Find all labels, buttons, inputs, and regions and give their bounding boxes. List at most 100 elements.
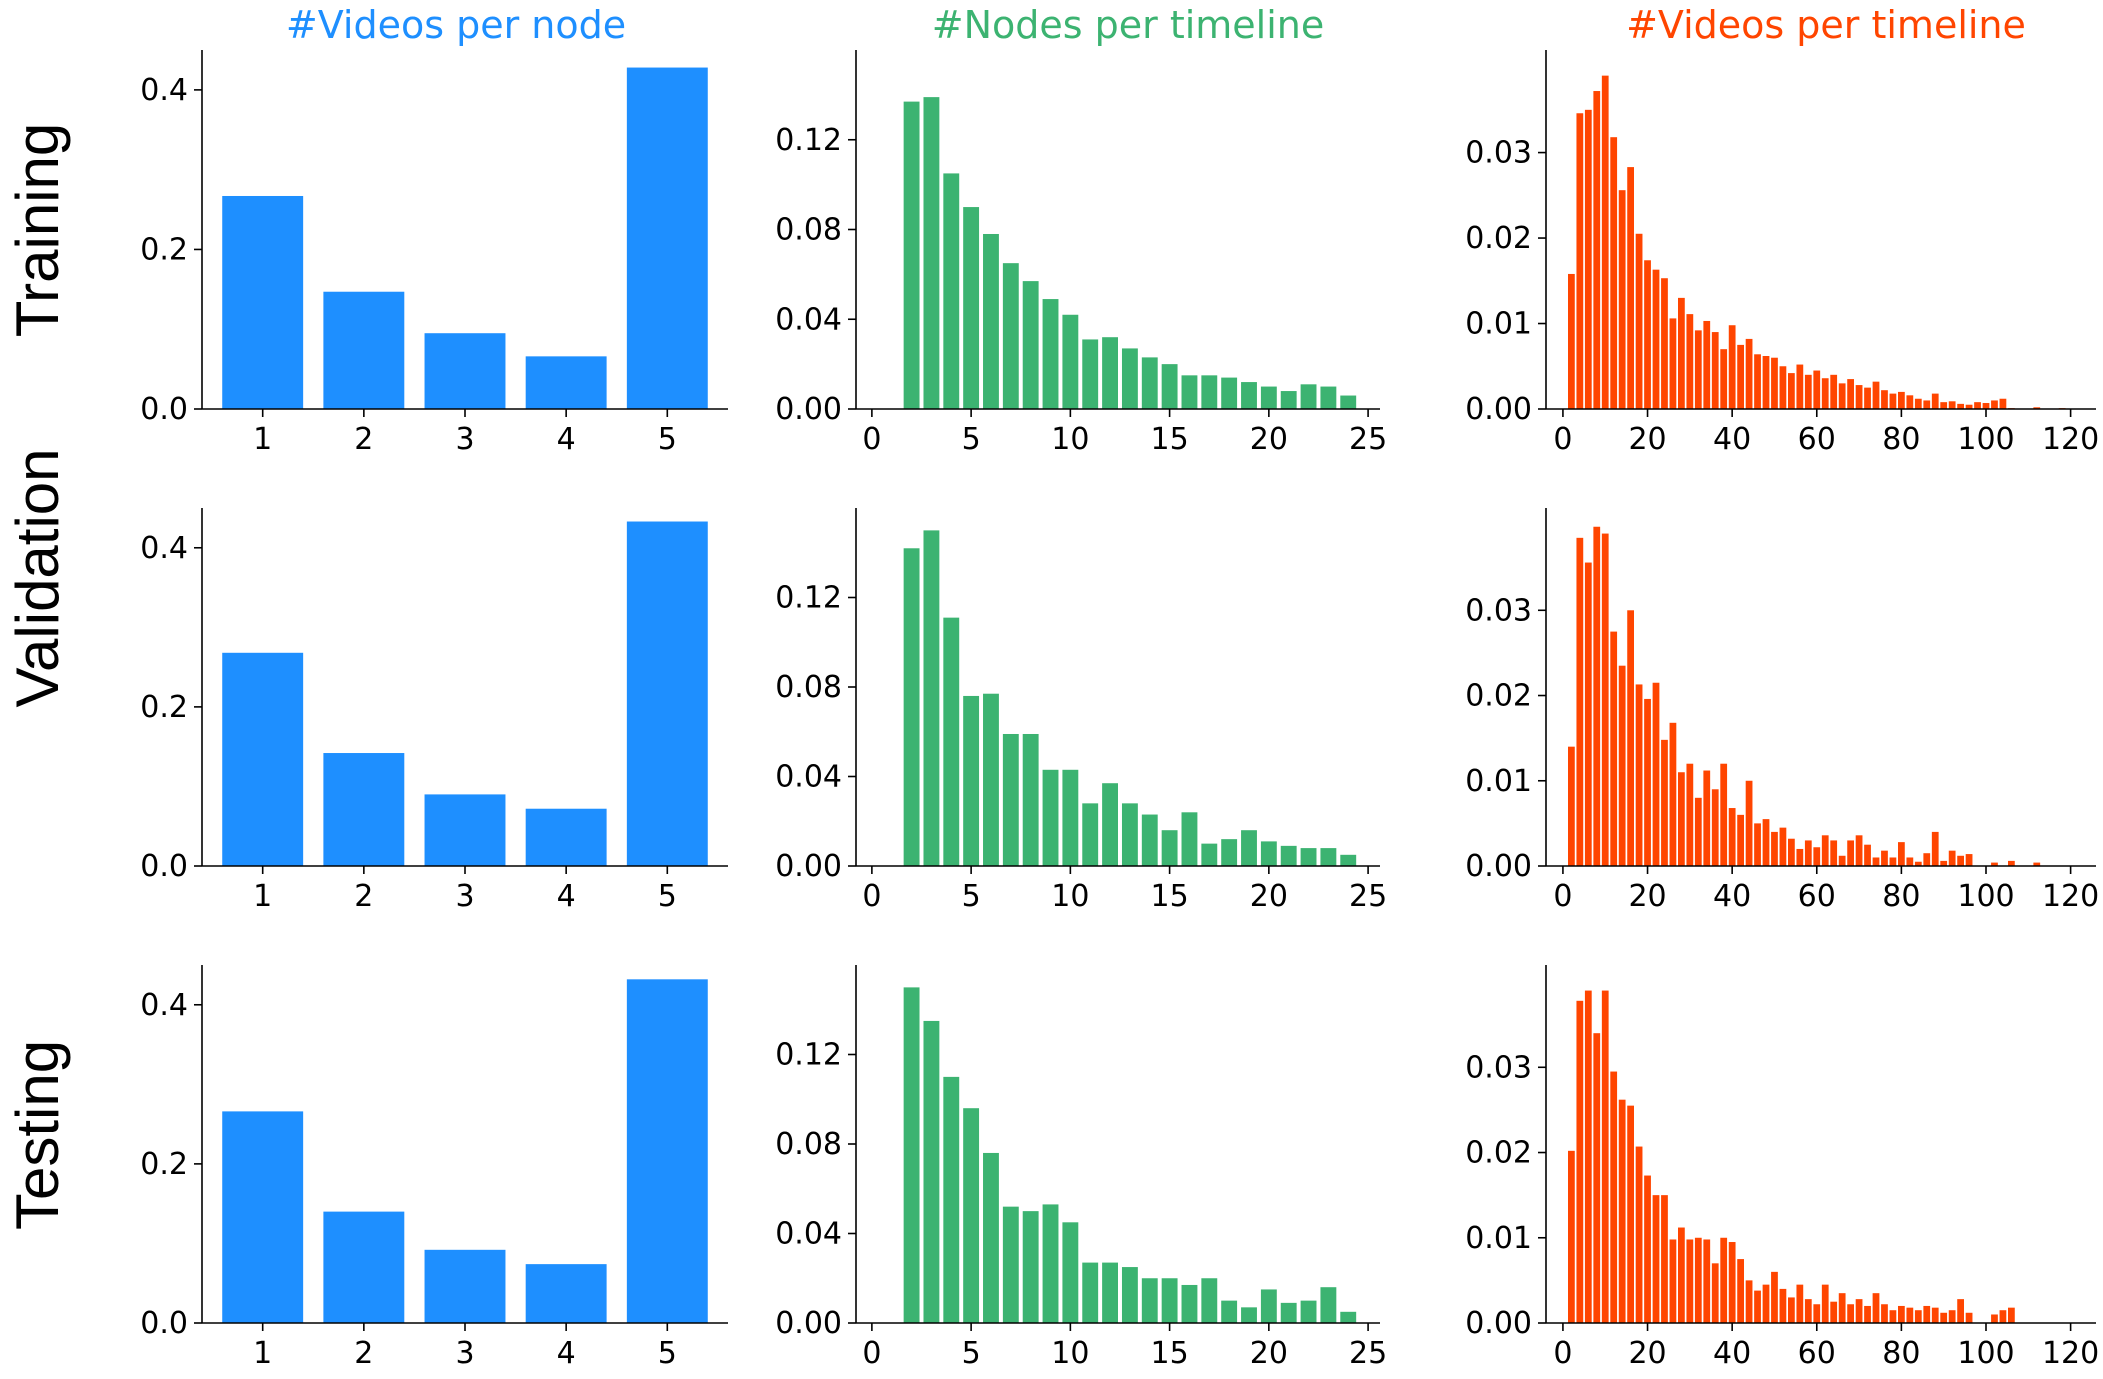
y-tick-label: 0.4	[140, 73, 188, 108]
bar	[1906, 1307, 1914, 1323]
x-tick-label: 1	[253, 422, 272, 457]
bar	[1686, 763, 1694, 866]
bar	[1745, 780, 1753, 866]
bar	[1593, 91, 1601, 409]
bar	[1022, 281, 1039, 409]
bar	[1957, 403, 1964, 409]
bar	[1652, 1195, 1660, 1323]
bar	[222, 195, 304, 409]
column-title-videos-per-timeline: #Videos per timeline	[1626, 3, 2026, 47]
bar	[1241, 382, 1257, 409]
x-tick-label: 120	[2042, 879, 2099, 914]
x-tick-label: 25	[1349, 1336, 1387, 1371]
x-tick-label: 3	[455, 1336, 474, 1371]
bar-series	[1568, 526, 2041, 866]
bar	[1201, 843, 1218, 867]
bar	[1703, 770, 1711, 866]
y-tick-label: 0.0	[140, 1306, 188, 1341]
bar	[1957, 1299, 1964, 1323]
x-tick-label: 4	[557, 422, 576, 457]
bar	[1923, 400, 1931, 409]
x-tick-label: 80	[1882, 422, 1920, 457]
bar	[1737, 814, 1744, 866]
bar	[1728, 1242, 1736, 1323]
bar	[983, 693, 999, 866]
bar	[1610, 137, 1618, 409]
bar	[1703, 320, 1711, 409]
bar	[1931, 393, 1939, 409]
x-tick-label: 3	[455, 422, 474, 457]
bar	[1221, 377, 1238, 409]
bar	[1320, 848, 1337, 866]
bar	[1644, 698, 1651, 866]
x-tick-label: 40	[1713, 879, 1751, 914]
column-title-nodes-per-timeline: #Nodes per timeline	[932, 3, 1325, 47]
x-tick-label: 5	[962, 1336, 981, 1371]
bar	[1898, 1305, 1905, 1323]
x-tick-label: 10	[1051, 1336, 1089, 1371]
bar	[1779, 1288, 1787, 1323]
bar	[1771, 831, 1778, 866]
bar	[1948, 850, 1956, 866]
x-tick-label: 3	[455, 879, 474, 914]
bar	[1694, 1237, 1702, 1323]
x-tick-label: 2	[354, 1336, 373, 1371]
x-tick-label: 20	[1250, 879, 1288, 914]
bar	[1593, 526, 1601, 866]
bar	[1771, 357, 1778, 409]
bar	[1974, 402, 1981, 409]
panel-validation-nodes-per-timeline: 0 5 10 15 20 25 0.00 0.04 0.08 0.12	[775, 508, 1387, 914]
bar	[525, 808, 607, 866]
bar	[1260, 841, 1277, 866]
bar	[1576, 1000, 1584, 1323]
y-tick-label: 0.00	[1465, 392, 1532, 427]
bar	[1568, 1150, 1575, 1323]
bar	[903, 101, 920, 410]
bar	[1181, 1284, 1198, 1323]
bar	[1720, 763, 1728, 866]
bar	[1635, 1146, 1643, 1323]
bar	[1652, 269, 1660, 409]
bar	[1940, 860, 1948, 866]
bar	[1965, 404, 1973, 409]
bar	[1872, 1293, 1880, 1323]
bar	[1669, 318, 1677, 409]
bar	[1948, 1310, 1956, 1323]
bar	[1991, 400, 1998, 409]
bar	[1082, 339, 1099, 409]
bar	[1999, 398, 2007, 409]
bar-series	[903, 987, 1357, 1324]
bar	[1931, 1307, 1939, 1323]
bar	[1923, 853, 1931, 866]
bar	[1999, 1310, 2007, 1323]
bar	[943, 173, 960, 409]
bar	[1821, 835, 1829, 866]
bar	[1627, 1105, 1634, 1323]
x-tick-label: 0	[1553, 1336, 1572, 1371]
bar	[1635, 233, 1643, 409]
bar	[1102, 783, 1118, 866]
bar	[1864, 387, 1871, 409]
bar	[1821, 378, 1829, 409]
row-label-testing: Testing	[4, 1040, 71, 1230]
bar	[1796, 364, 1804, 409]
bar-series	[903, 97, 1357, 410]
y-tick-label: 0.03	[1465, 136, 1532, 171]
y-tick-label: 0.00	[1465, 1306, 1532, 1341]
bar	[1881, 850, 1888, 866]
bar	[1627, 167, 1634, 409]
bar	[1022, 1211, 1039, 1324]
x-tick-label: 40	[1713, 422, 1751, 457]
x-tick-label: 40	[1713, 1336, 1751, 1371]
bar	[1855, 385, 1863, 409]
bar	[1694, 330, 1702, 409]
bar	[1872, 381, 1880, 409]
bar	[1898, 842, 1905, 866]
bar	[1864, 844, 1871, 866]
bar	[626, 521, 708, 866]
bar	[1022, 733, 1039, 866]
bar	[1300, 848, 1317, 866]
y-tick-label: 0.12	[775, 1038, 842, 1073]
bar-series	[1568, 990, 2015, 1323]
